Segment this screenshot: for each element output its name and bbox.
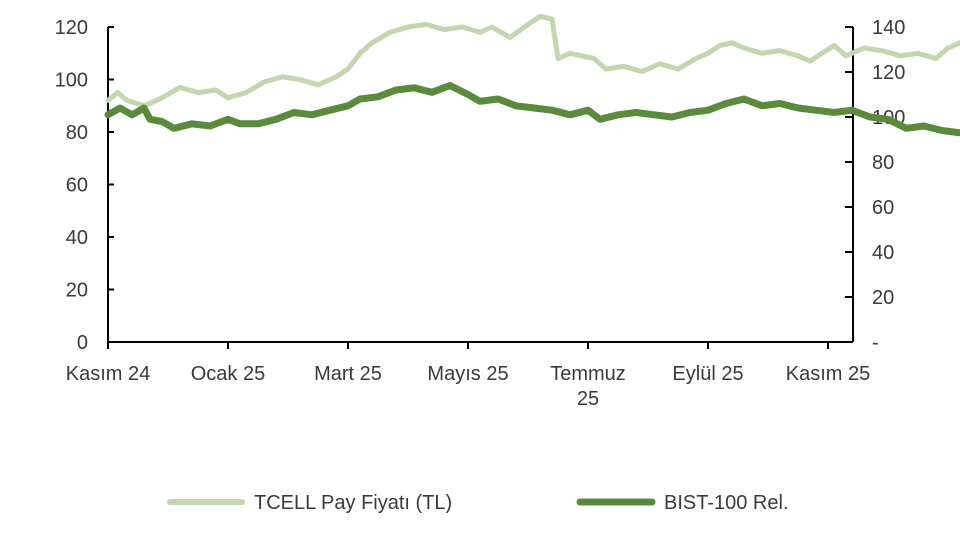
left-axis-tick-label: 40 (66, 227, 88, 249)
left-axis-tick-label: 0 (77, 332, 88, 354)
left-axis-tick-label: 80 (66, 122, 88, 144)
right-axis-tick-label: 20 (872, 287, 894, 309)
x-axis-tick-label: Kasım 25 (786, 363, 870, 385)
left-axis-tick-label: 100 (55, 70, 88, 92)
legend-item-tcell: TCELL Pay Fiyatı (TL) (167, 492, 452, 514)
chart-series (104, 14, 960, 137)
x-axis-tick-label: Mayıs 25 (427, 363, 508, 385)
legend-label: BIST-100 Rel. (664, 492, 789, 514)
legend-label: TCELL Pay Fiyatı (TL) (254, 492, 452, 514)
right-axis-tick-label: - (872, 332, 879, 354)
right-axis-tick-label: 80 (872, 152, 894, 174)
x-axis-tick-label: Mart 25 (314, 363, 382, 385)
left-axis-tick-label: 120 (55, 17, 88, 39)
right-axis-tick-label: 40 (872, 242, 894, 264)
series-line-tcell (105, 14, 960, 109)
series-line-bist (104, 82, 960, 137)
legend-item-bist: BIST-100 Rel. (576, 492, 789, 514)
x-axis-tick-label: Ocak 25 (191, 363, 265, 385)
x-axis-tick-label: Temmuz 25 (550, 363, 626, 410)
left-axis-tick-label: 60 (66, 175, 88, 197)
x-axis-tick-label: Kasım 24 (66, 363, 150, 385)
left-axis-tick-label: 20 (66, 280, 88, 302)
right-axis-tick-label: 140 (872, 17, 905, 39)
x-axis-tick-label: Eylül 25 (672, 363, 743, 385)
right-axis-tick-label: 120 (872, 62, 905, 84)
right-axis-tick-label: 60 (872, 197, 894, 219)
chart-legend: TCELL Pay Fiyatı (TL) BIST-100 Rel. (167, 492, 789, 514)
